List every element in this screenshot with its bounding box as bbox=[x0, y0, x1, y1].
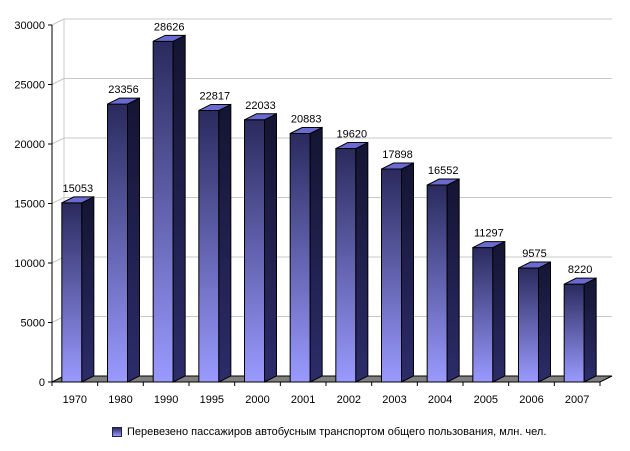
x-tick-label: 1990 bbox=[154, 394, 178, 406]
bar-side bbox=[583, 277, 597, 383]
bar-cap bbox=[152, 34, 186, 42]
bar-cap bbox=[563, 277, 597, 285]
data-label: 16552 bbox=[428, 165, 459, 177]
bar-cap bbox=[289, 126, 323, 134]
x-tick-label: 2000 bbox=[245, 394, 269, 406]
bar-group bbox=[426, 178, 460, 383]
x-tick-label: 1970 bbox=[63, 394, 87, 406]
data-label: 8220 bbox=[568, 264, 592, 276]
bar bbox=[335, 148, 357, 383]
x-tick-label: 2006 bbox=[519, 394, 543, 406]
bar bbox=[381, 168, 402, 383]
bar-side bbox=[172, 34, 186, 383]
bars-layer bbox=[61, 34, 597, 383]
legend-swatch bbox=[112, 427, 122, 437]
data-label: 17898 bbox=[382, 149, 413, 161]
bar bbox=[563, 283, 585, 383]
legend: Перевезено пассажиров автобусным транспо… bbox=[112, 426, 546, 438]
bar bbox=[244, 119, 265, 383]
bar-cap bbox=[335, 142, 369, 150]
x-tick-label: 1980 bbox=[108, 394, 132, 406]
bar-group bbox=[381, 162, 414, 383]
data-label: 15053 bbox=[63, 183, 94, 195]
bar-cap bbox=[472, 241, 506, 249]
data-label: 19620 bbox=[337, 129, 368, 141]
bar-side bbox=[446, 178, 460, 383]
bar bbox=[107, 103, 128, 383]
bar bbox=[518, 267, 539, 383]
bar-side bbox=[538, 261, 551, 383]
bar-side bbox=[81, 196, 95, 383]
gridline-diagonal bbox=[51, 78, 65, 85]
bar-side bbox=[218, 103, 232, 383]
x-tick-label: 2007 bbox=[565, 394, 589, 406]
gridline-diagonal bbox=[51, 18, 65, 26]
y-tick-label: 15000 bbox=[14, 199, 45, 211]
data-label: 23356 bbox=[108, 84, 139, 96]
data-label: 11297 bbox=[474, 228, 504, 240]
y-tick-label: 30000 bbox=[14, 20, 45, 32]
bar-cap bbox=[198, 103, 232, 111]
bar-cap bbox=[244, 113, 277, 121]
bar-cap bbox=[381, 162, 414, 170]
bar-cap bbox=[61, 196, 95, 204]
bar bbox=[289, 132, 311, 383]
bar bbox=[61, 202, 83, 383]
bar-side bbox=[127, 97, 140, 383]
bar bbox=[152, 40, 174, 383]
x-tick-label: 1995 bbox=[200, 394, 224, 406]
bar bbox=[198, 109, 220, 383]
y-tick-label: 0 bbox=[39, 377, 45, 389]
bar bbox=[472, 247, 494, 383]
bar-group bbox=[472, 240, 506, 383]
bar-side bbox=[492, 240, 506, 383]
bar-group bbox=[335, 141, 369, 383]
x-tick-label: 2004 bbox=[428, 394, 452, 406]
bar-side bbox=[401, 162, 414, 383]
data-label: 22817 bbox=[200, 90, 231, 102]
bar-cap bbox=[426, 178, 460, 186]
legend-label: Перевезено пассажиров автобусным транспо… bbox=[127, 426, 547, 438]
y-tick-label: 5000 bbox=[21, 318, 45, 330]
labels-layer: 15053 1970 23356 1980 28626 1990 22817 1995 2203… bbox=[63, 21, 593, 406]
bar-side bbox=[309, 126, 323, 383]
bar-group bbox=[198, 103, 232, 383]
y-tick-label: 25000 bbox=[14, 80, 45, 92]
y-tick-label: 20000 bbox=[14, 139, 45, 151]
bar bbox=[426, 184, 448, 383]
bar-group bbox=[289, 126, 323, 383]
bar-cap bbox=[518, 261, 551, 269]
data-label: 22033 bbox=[245, 100, 276, 112]
bar-cap bbox=[107, 97, 140, 105]
x-tick-label: 2001 bbox=[291, 394, 315, 406]
x-tick-label: 2005 bbox=[474, 394, 498, 406]
data-label: 28626 bbox=[154, 21, 185, 33]
bar-group bbox=[61, 196, 95, 383]
data-label: 20883 bbox=[291, 113, 322, 125]
gridline-diagonal bbox=[51, 197, 65, 204]
bar-side bbox=[264, 112, 277, 383]
axis-layer: 0 5000 10000 15000 20000 25000 30000 bbox=[14, 20, 601, 389]
bar-group bbox=[563, 277, 597, 383]
x-tick-label: 2003 bbox=[382, 394, 406, 406]
gridline-diagonal bbox=[51, 137, 65, 145]
bar-group bbox=[518, 261, 551, 383]
bar-group bbox=[152, 34, 186, 383]
bar-group bbox=[244, 112, 277, 383]
x-tick-label: 2002 bbox=[337, 394, 361, 406]
bar-group bbox=[107, 97, 140, 383]
y-tick-label: 10000 bbox=[14, 258, 45, 270]
bar-side bbox=[355, 141, 369, 383]
data-label: 9575 bbox=[522, 248, 546, 260]
